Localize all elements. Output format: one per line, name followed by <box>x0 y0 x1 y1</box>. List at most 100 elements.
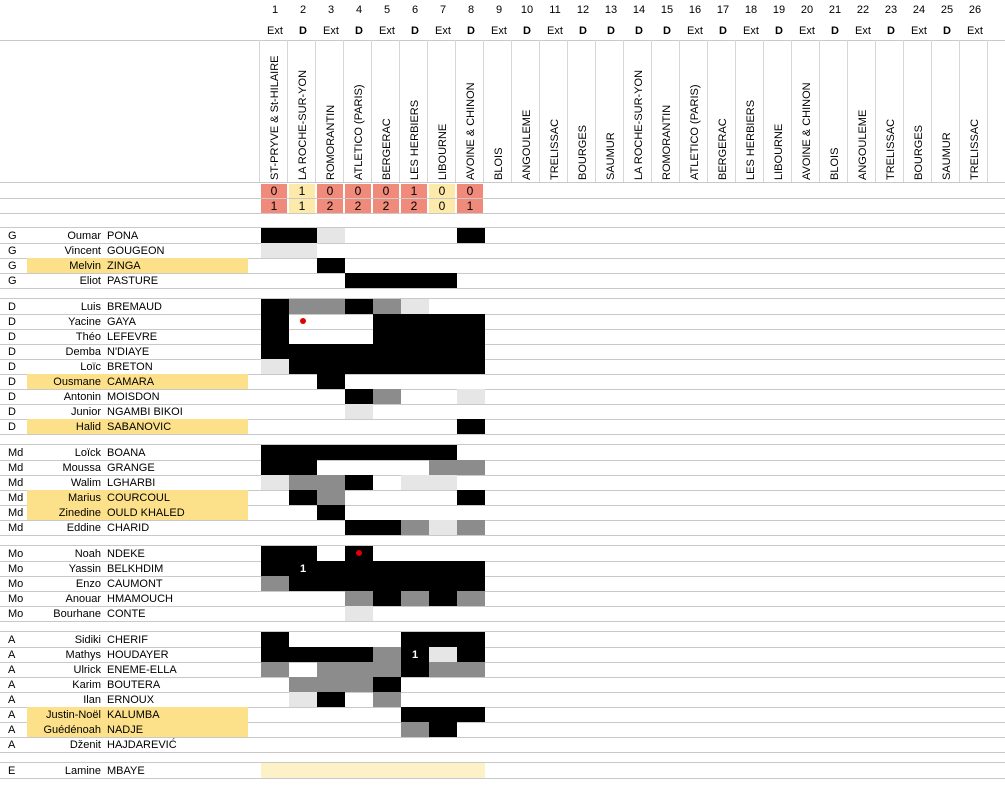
group-top-line <box>0 298 1005 299</box>
player-position: D <box>8 301 16 313</box>
appearance-cell <box>457 591 485 606</box>
appearance-cell <box>289 445 317 460</box>
player-position: D <box>8 391 16 403</box>
row-line <box>0 647 1005 648</box>
match-opponent: SAUMUR <box>941 132 953 180</box>
player-first-name: Dženit <box>69 739 101 751</box>
appearance-cell <box>429 359 457 374</box>
player-first-name: Bourhane <box>53 608 101 620</box>
appearance-cell <box>457 389 485 404</box>
appearance-cell <box>401 475 429 490</box>
player-last-name: BREMAUD <box>107 301 163 313</box>
player-first-name: Karim <box>72 679 101 691</box>
player-first-name: Eliot <box>79 275 101 287</box>
match-opponent: LA ROCHE-SUR-YON <box>297 69 309 180</box>
appearance-cell <box>345 344 373 359</box>
appearance-cell <box>345 591 373 606</box>
match-number: 5 <box>383 4 391 16</box>
player-position: D <box>8 361 16 373</box>
appearance-cell <box>345 647 373 662</box>
player-highlight <box>27 707 248 722</box>
player-position: Md <box>8 462 24 474</box>
match-opponent: LA ROCHE-SUR-YON <box>633 69 645 180</box>
match-venue: D <box>355 25 363 37</box>
appearance-cell <box>429 561 457 576</box>
match-opponent: LIBOURNE <box>773 123 785 180</box>
row-line <box>0 707 1005 708</box>
appearance-cell <box>457 228 485 243</box>
match-opponent: SAUMUR <box>605 132 617 180</box>
player-highlight <box>27 490 248 505</box>
appearance-cell <box>429 475 457 490</box>
appearance-cell <box>401 632 429 647</box>
column-divider <box>399 40 400 182</box>
appearance-cell <box>289 576 317 591</box>
match-number: 14 <box>632 4 646 16</box>
match-venue: D <box>887 25 895 37</box>
match-venue: D <box>411 25 419 37</box>
appearance-cell <box>261 546 289 561</box>
player-first-name: Marius <box>67 492 101 504</box>
player-position: A <box>8 649 16 661</box>
column-divider <box>567 40 568 182</box>
match-opponent: TRELISSAC <box>549 118 561 180</box>
row-line <box>0 389 1005 390</box>
match-opponent: ROMORANTIN <box>661 104 673 180</box>
column-divider <box>791 40 792 182</box>
appearance-cell <box>317 647 345 662</box>
appearance-cell <box>373 677 401 692</box>
score-against: 1 <box>261 199 287 213</box>
score-for: 0 <box>429 184 455 198</box>
row-line <box>0 460 1005 461</box>
column-divider <box>539 40 540 182</box>
appearance-cell <box>289 546 317 561</box>
appearance-cell <box>289 677 317 692</box>
row-line <box>0 273 1005 274</box>
column-divider <box>903 40 904 182</box>
column-divider <box>483 40 484 182</box>
match-venue: Ext <box>267 25 283 37</box>
appearance-cell <box>345 475 373 490</box>
column-divider <box>931 40 932 182</box>
appearance-cell <box>345 561 373 576</box>
match-opponent: LES HERBIERS <box>409 99 421 180</box>
match-number: 17 <box>716 4 730 16</box>
appearance-cell <box>261 299 289 314</box>
appearance-cell <box>429 520 457 535</box>
player-position: D <box>8 406 16 418</box>
appearance-cell <box>401 576 429 591</box>
appearance-cell <box>373 520 401 535</box>
appearance-cell <box>401 359 429 374</box>
appearance-cell <box>317 299 345 314</box>
score-for: 1 <box>289 184 315 198</box>
player-last-name: HMAMOUCH <box>107 593 173 605</box>
match-number: 7 <box>439 4 447 16</box>
row-line <box>0 258 1005 259</box>
player-position: A <box>8 679 16 691</box>
appearance-cell <box>261 632 289 647</box>
appearance-cell <box>345 445 373 460</box>
match-venue: Ext <box>799 25 815 37</box>
column-divider <box>875 40 876 182</box>
match-number: 22 <box>856 4 870 16</box>
appearance-cell <box>317 677 345 692</box>
appearance-cell <box>289 243 317 258</box>
player-position: A <box>8 694 16 706</box>
player-last-name: BOUTERA <box>107 679 161 691</box>
appearance-cell <box>289 299 317 314</box>
player-last-name: CHARID <box>107 522 150 534</box>
match-opponent: LIBOURNE <box>437 123 449 180</box>
appearance-cell <box>289 692 317 707</box>
player-first-name: Zinedine <box>58 507 101 519</box>
appearance-cell <box>429 329 457 344</box>
match-opponent: ATLETICO (PARIS) <box>689 84 701 180</box>
player-last-name: NDEKE <box>107 548 145 560</box>
player-first-name: Noah <box>74 548 101 560</box>
column-divider <box>707 40 708 182</box>
appearance-cell <box>345 299 373 314</box>
appearance-cell <box>373 389 401 404</box>
group-top-line <box>0 762 1005 763</box>
appearance-cell <box>457 647 485 662</box>
match-number: 4 <box>355 4 363 16</box>
